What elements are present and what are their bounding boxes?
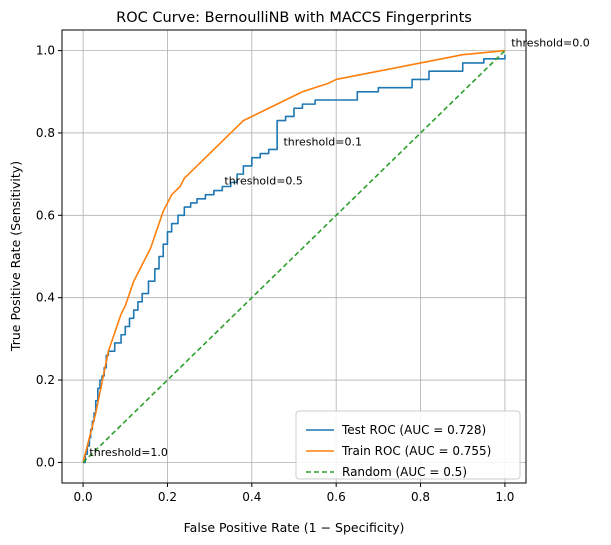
legend-label-test: Test ROC (AUC = 0.728): [341, 423, 486, 437]
x-tick-label: 0.0: [74, 490, 93, 504]
threshold-annotation: threshold=0.0: [511, 36, 590, 49]
threshold-annotation: threshold=1.0: [89, 446, 168, 459]
test-roc-line: [83, 54, 506, 464]
y-tick-label: 0.4: [36, 291, 55, 305]
x-tick-label: 1.0: [495, 490, 514, 504]
y-tick-label: 0.6: [36, 208, 55, 222]
annotations: threshold=1.0 threshold=0.5 threshold=0.1 t…: [89, 36, 589, 459]
legend-label-train: Train ROC (AUC = 0.755): [341, 444, 491, 458]
legend: Test ROC (AUC = 0.728) Train ROC (AUC = …: [295, 410, 521, 480]
x-axis-label: False Positive Rate (1 − Specificity): [184, 520, 405, 535]
y-tick-label: 0.8: [36, 126, 55, 140]
threshold-annotation: threshold=0.5: [224, 174, 303, 187]
x-tick-label: 0.4: [242, 490, 261, 504]
y-tick-label: 0.0: [36, 455, 55, 469]
x-tick-label: 0.2: [158, 490, 177, 504]
y-tick-label: 0.2: [36, 373, 55, 387]
chart-title: ROC Curve: BernoulliNB with MACCS Finger…: [116, 10, 472, 26]
y-axis-label: True Positive Rate (Sensitivity): [8, 161, 23, 352]
x-axis-ticks: 0.0 0.2 0.4 0.6 0.8 1.0: [74, 483, 514, 504]
train-roc-line: [82, 49, 505, 463]
x-tick-label: 0.8: [411, 490, 430, 504]
random-baseline-line: [82, 50, 506, 463]
legend-label-random: Random (AUC = 0.5): [342, 465, 467, 479]
plot-frame: [61, 29, 527, 484]
series-layer: [82, 49, 506, 464]
y-tick-label: 1.0: [36, 44, 55, 58]
x-tick-label: 0.6: [327, 490, 346, 504]
grid: [62, 30, 526, 483]
y-axis-ticks: 0.0 0.2 0.4 0.6 0.8 1.0: [36, 44, 62, 469]
threshold-annotation: threshold=0.1: [283, 135, 362, 148]
legend-box: [295, 410, 521, 480]
